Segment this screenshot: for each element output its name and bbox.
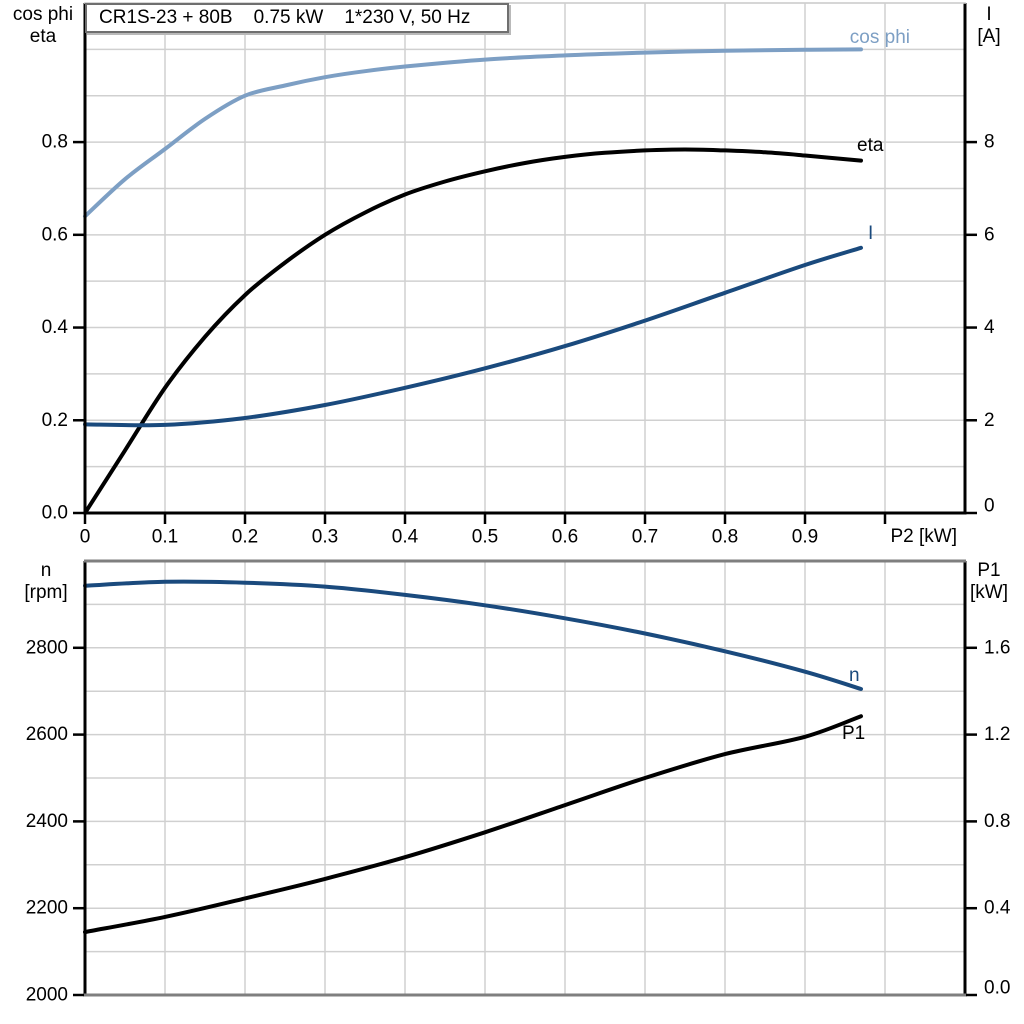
tick-label-left: 0.6 bbox=[42, 224, 68, 245]
tick-label-left: 2200 bbox=[26, 898, 68, 919]
tick-label-x: 0.8 bbox=[712, 527, 738, 548]
power-in-axis-label: P1 bbox=[977, 560, 1001, 581]
tick-label-x: 0.3 bbox=[312, 527, 338, 548]
speed-axis-label: n bbox=[40, 560, 52, 581]
tick-label-right: 8 bbox=[984, 132, 995, 153]
top-left-axis-title: cos phi eta bbox=[4, 4, 82, 48]
curve-n bbox=[83, 579, 863, 691]
title-supply: 1*230 V, 50 Hz bbox=[344, 7, 471, 28]
eta-curve-label: eta bbox=[857, 135, 884, 156]
top-chart-svg: 0.0 0.2 0.4 0.6 0.8 0 2 4 6 8 0 0.1 0.2 0.3 0.4 0.5 0.6 0… bbox=[42, 2, 995, 548]
curve-i bbox=[83, 245, 863, 428]
tick-label-right: 0.4 bbox=[984, 898, 1011, 919]
tick-label-right: 1.2 bbox=[984, 724, 1010, 745]
x-axis-title: P2 [kW] bbox=[890, 526, 957, 547]
tick-label-right: 1.6 bbox=[984, 637, 1010, 658]
curve-cos-phi bbox=[83, 47, 863, 219]
power-in-axis-unit: [kW] bbox=[970, 582, 1008, 603]
speed-curve-label: n bbox=[849, 665, 860, 686]
tick-label-left: 0.0 bbox=[42, 503, 68, 524]
cos-phi-curve-label: cos phi bbox=[849, 27, 910, 48]
tick-label-right: 6 bbox=[984, 224, 995, 245]
tick-label-right: 0.8 bbox=[984, 811, 1010, 832]
bottom-left-axis-title: n [rpm] bbox=[6, 560, 86, 604]
chart-title-box: CR1S-23 + 80B 0.75 kW 1*230 V, 50 Hz bbox=[85, 3, 509, 33]
tick-label-right: 0.0 bbox=[984, 978, 1010, 999]
top-right-axis-title: I [A] bbox=[962, 4, 1016, 48]
tick-label-left: 2000 bbox=[26, 985, 68, 1006]
tick-label-x: 0.1 bbox=[152, 527, 178, 548]
tick-label-x: 0.9 bbox=[792, 527, 818, 548]
tick-label-left: 0.4 bbox=[42, 317, 69, 338]
cos-phi-axis-label: cos phi bbox=[12, 4, 74, 25]
tick-label-right: 2 bbox=[984, 410, 995, 431]
current-axis-label: I bbox=[986, 4, 992, 25]
tick-label-left: 2400 bbox=[26, 811, 68, 832]
tick-label-right: 4 bbox=[984, 317, 995, 338]
tick-label-x: 0.6 bbox=[552, 527, 578, 548]
tick-label-left: 0.8 bbox=[42, 132, 68, 153]
tick-label-x: 0 bbox=[80, 527, 91, 548]
tick-label-left: 2600 bbox=[26, 724, 68, 745]
current-curve-label: I bbox=[868, 223, 874, 244]
tick-label-right: 0 bbox=[984, 496, 995, 517]
curve-p1 bbox=[83, 714, 863, 935]
tick-label-x: 0.7 bbox=[632, 527, 658, 548]
bottom-right-axis-title: P1 [kW] bbox=[960, 560, 1018, 604]
eta-axis-label: eta bbox=[29, 26, 57, 47]
curve-eta bbox=[83, 147, 863, 515]
speed-axis-unit: [rpm] bbox=[24, 582, 68, 603]
title-rated-power: 0.75 kW bbox=[253, 7, 324, 28]
bottom-chart-svg: 2000 2200 2400 2600 2800 0.0 0.4 0.8 1.2 1.6 bbox=[26, 559, 1011, 1006]
tick-label-left: 0.2 bbox=[42, 410, 68, 431]
tick-label-left: 2800 bbox=[26, 637, 68, 658]
current-axis-unit: [A] bbox=[977, 26, 1001, 47]
tick-label-x: 0.2 bbox=[232, 527, 258, 548]
title-pump-model: CR1S-23 + 80B bbox=[99, 7, 233, 28]
tick-label-x: 0.4 bbox=[392, 527, 419, 548]
tick-label-x: 0.5 bbox=[472, 527, 498, 548]
power-in-curve-label: P1 bbox=[842, 723, 866, 744]
